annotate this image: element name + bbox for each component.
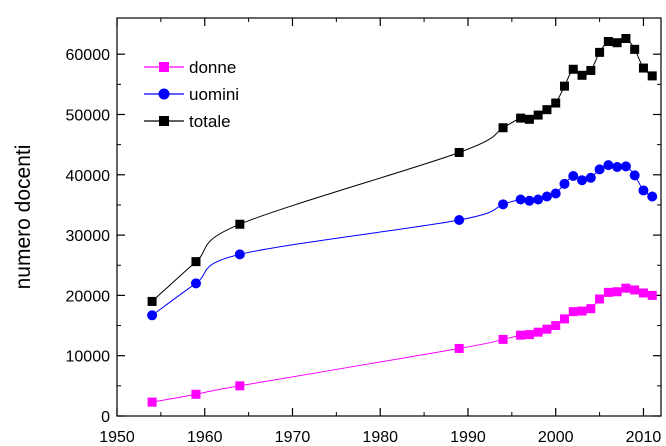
legend: donne uomini totale bbox=[144, 58, 239, 131]
plot-frame bbox=[116, 17, 662, 417]
data-point-totale bbox=[524, 114, 534, 124]
series-totale bbox=[147, 34, 657, 306]
legend-item-totale: totale bbox=[144, 112, 231, 131]
data-point-donne bbox=[577, 306, 587, 316]
data-point-uomini bbox=[498, 199, 509, 210]
data-point-donne bbox=[551, 321, 561, 331]
data-point-uomini bbox=[524, 195, 535, 206]
data-point-uomini bbox=[559, 178, 570, 189]
data-point-totale bbox=[577, 70, 587, 80]
data-point-totale bbox=[595, 47, 605, 57]
data-point-uomini bbox=[620, 161, 631, 172]
data-point-donne bbox=[191, 389, 201, 399]
data-point-totale bbox=[498, 123, 508, 133]
data-point-donne bbox=[568, 307, 578, 317]
y-tick-label: 50000 bbox=[66, 107, 111, 124]
data-point-donne bbox=[147, 397, 157, 407]
data-point-donne bbox=[647, 290, 657, 300]
legend-marker bbox=[159, 62, 169, 72]
data-point-uomini bbox=[190, 278, 201, 289]
y-tick-label: 0 bbox=[101, 409, 110, 426]
data-point-donne bbox=[586, 304, 596, 314]
data-point-uomini bbox=[515, 194, 526, 205]
legend-item-donne: donne bbox=[144, 58, 236, 77]
data-point-totale bbox=[454, 147, 464, 157]
series-line-uomini bbox=[151, 164, 653, 316]
x-tick-label: 1960 bbox=[187, 429, 223, 446]
data-point-uomini bbox=[234, 249, 245, 260]
data-point-totale bbox=[147, 296, 157, 306]
data-point-donne bbox=[542, 324, 552, 334]
data-point-uomini bbox=[603, 160, 614, 171]
data-point-uomini bbox=[577, 175, 588, 186]
data-point-totale bbox=[621, 34, 631, 44]
data-point-donne bbox=[454, 343, 464, 353]
data-point-donne bbox=[630, 285, 640, 295]
x-tick-label: 1950 bbox=[99, 429, 135, 446]
data-point-uomini bbox=[541, 191, 552, 202]
y-axis-title: numero docenti bbox=[12, 145, 35, 290]
y-axis: 0 10000 20000 30000 40000 50000 60000 bbox=[66, 47, 661, 426]
legend-marker bbox=[159, 116, 169, 126]
x-tick-label: 1990 bbox=[450, 429, 486, 446]
data-point-uomini bbox=[594, 164, 605, 175]
data-point-totale bbox=[533, 110, 543, 120]
data-point-uomini bbox=[612, 161, 623, 172]
data-point-uomini bbox=[629, 170, 640, 181]
data-point-totale bbox=[647, 71, 657, 81]
data-point-uomini bbox=[454, 215, 465, 226]
data-point-totale bbox=[603, 37, 613, 47]
data-point-totale bbox=[568, 64, 578, 74]
data-point-totale bbox=[586, 65, 596, 75]
series-line-totale bbox=[151, 37, 653, 302]
x-tick-label: 1970 bbox=[275, 429, 311, 446]
data-point-totale bbox=[235, 219, 245, 229]
series-uomini bbox=[147, 160, 658, 321]
data-point-donne bbox=[638, 288, 648, 298]
x-tick-label: 1980 bbox=[362, 429, 398, 446]
data-point-uomini bbox=[638, 185, 649, 196]
data-point-uomini bbox=[568, 170, 579, 181]
legend-item-uomini: uomini bbox=[144, 85, 239, 104]
y-tick-label: 60000 bbox=[66, 47, 111, 64]
legend-marker bbox=[158, 88, 170, 100]
data-point-totale bbox=[638, 63, 648, 73]
y-tick-label: 40000 bbox=[66, 168, 111, 185]
data-point-totale bbox=[551, 98, 561, 108]
data-point-uomini bbox=[647, 191, 658, 202]
data-point-donne bbox=[235, 381, 245, 391]
y-tick-label: 20000 bbox=[66, 288, 111, 305]
legend-label: uomini bbox=[189, 85, 239, 104]
data-point-donne bbox=[559, 314, 569, 324]
data-point-totale bbox=[630, 44, 640, 54]
series-line-donne bbox=[152, 287, 653, 403]
plot-area bbox=[147, 34, 658, 407]
x-tick-label: 2010 bbox=[626, 429, 662, 446]
data-point-totale bbox=[559, 81, 569, 91]
data-point-donne bbox=[524, 330, 534, 340]
data-point-donne bbox=[595, 294, 605, 304]
x-axis: 1950 1960 1970 1980 1990 2000 2010 bbox=[99, 18, 661, 446]
data-point-donne bbox=[533, 327, 543, 337]
legend-label: donne bbox=[189, 58, 236, 77]
y-tick-label: 30000 bbox=[66, 228, 111, 245]
data-point-uomini bbox=[533, 194, 544, 205]
data-point-donne bbox=[621, 283, 631, 293]
data-point-uomini bbox=[585, 172, 596, 183]
series-donne bbox=[147, 283, 657, 407]
data-point-donne bbox=[603, 287, 613, 297]
data-point-donne bbox=[516, 330, 526, 340]
x-tick-label: 2000 bbox=[538, 429, 574, 446]
data-point-totale bbox=[542, 105, 552, 115]
data-point-donne bbox=[612, 287, 622, 297]
data-point-donne bbox=[498, 334, 508, 344]
data-point-totale bbox=[516, 113, 526, 123]
data-point-uomini bbox=[147, 310, 158, 321]
y-tick-label: 10000 bbox=[66, 349, 111, 366]
data-point-totale bbox=[612, 38, 622, 48]
data-point-uomini bbox=[550, 188, 561, 199]
legend-label: totale bbox=[189, 112, 231, 131]
data-point-totale bbox=[191, 257, 201, 267]
